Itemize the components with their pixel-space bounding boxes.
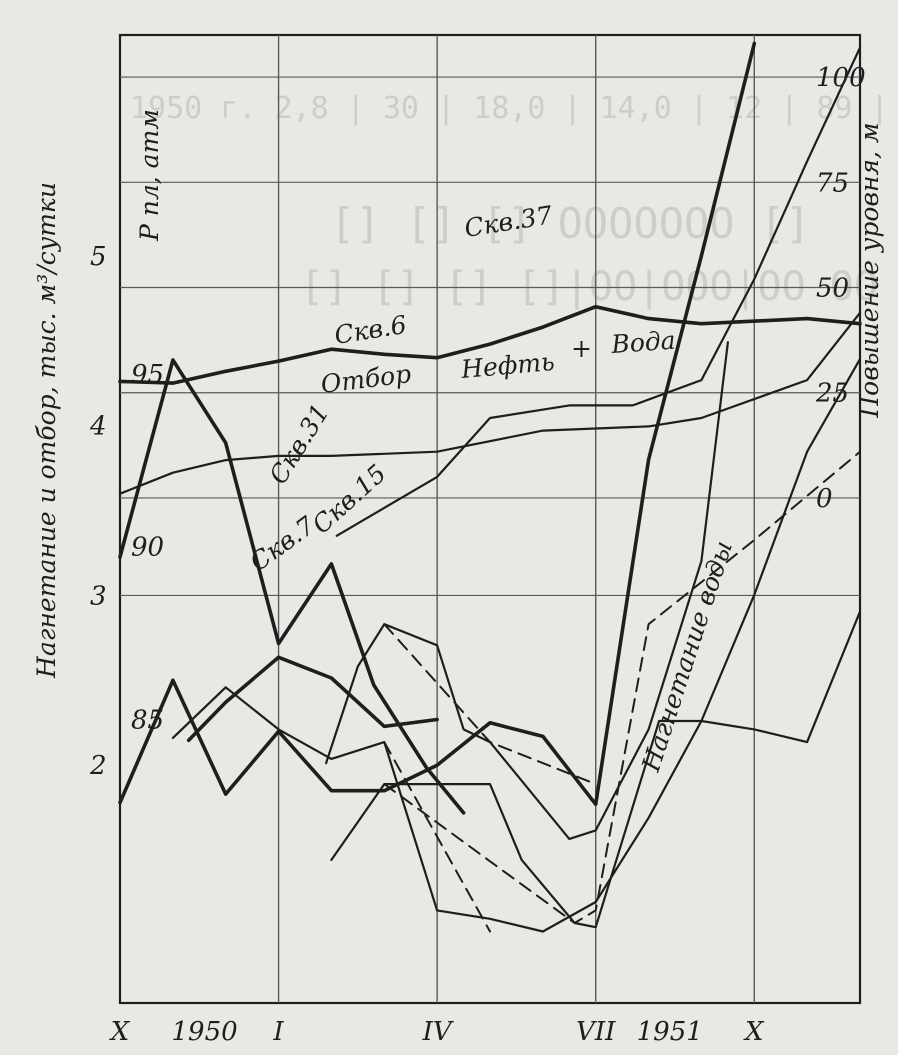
series-label: + — [571, 334, 592, 363]
right-axis-title: Повышение уровня, м — [855, 122, 884, 418]
series-line — [383, 450, 861, 924]
pressure-axis-title: P пл, атм — [135, 109, 164, 242]
grid — [118, 33, 862, 1005]
pressure-tick-label: 95 — [131, 360, 164, 390]
axis-titles: Нагнетание и отбор, тыс. м³/сутки P пл, а… — [32, 109, 884, 679]
series-line — [118, 41, 757, 807]
right-tick-label: 50 — [816, 274, 849, 304]
tick-labels: 2 3 4 5 85 90 95 0 25 50 75 100 X I IV VII X 1950 1951 — [89, 63, 866, 1047]
series-label: Вода — [609, 326, 676, 359]
series-line — [325, 341, 729, 840]
series-label: Скв.6 — [332, 310, 408, 350]
x-month-label: IV — [422, 1017, 454, 1047]
series-line — [383, 623, 597, 786]
right-tick-label: 100 — [816, 63, 866, 93]
x-year-label: 1950 — [171, 1017, 237, 1047]
series-line — [186, 655, 439, 743]
bleed-text-line: [] [] [] OOOOOOO [] — [330, 199, 810, 248]
bleed-text-line: 1950 г. 2,8 | 30 | 18,0 | 14,0 | 12 | 89… — [130, 91, 898, 126]
series-line — [335, 46, 862, 537]
series-line — [171, 358, 862, 933]
right-tick-label: 25 — [815, 379, 849, 409]
x-month-label: X — [109, 1017, 131, 1047]
x-month-label: X — [743, 1017, 765, 1047]
left-tick-label: 3 — [90, 581, 107, 611]
x-month-label: VII — [576, 1017, 616, 1047]
series-label: Нефть — [459, 347, 556, 384]
series-line — [118, 304, 862, 385]
pressure-tick-label: 85 — [131, 706, 164, 736]
bleed-through-text: 1950 г. 2,8 | 30 | 18,0 | 14,0 | 12 | 89… — [130, 91, 898, 310]
right-tick-label: 75 — [816, 168, 849, 198]
left-tick-label: 2 — [89, 751, 107, 781]
x-year-label: 1951 — [637, 1017, 703, 1047]
series-line — [118, 358, 466, 815]
series-label: Скв.7 — [244, 511, 320, 577]
series-label: Скв.31 — [263, 399, 334, 489]
series-line — [118, 311, 862, 495]
series-line — [383, 741, 491, 933]
series-label: Нагнетание воды — [636, 537, 738, 775]
pressure-tick-label: 90 — [131, 533, 164, 563]
left-tick-label: 5 — [90, 242, 107, 272]
plot-frame — [118, 33, 862, 1005]
left-tick-label: 4 — [89, 412, 107, 442]
series-group — [118, 41, 862, 933]
right-tick-label: 0 — [816, 484, 833, 514]
series-line — [330, 610, 862, 929]
left-axis-title: Нагнетание и отбор, тыс. м³/сутки — [32, 182, 61, 679]
x-month-label: I — [272, 1017, 284, 1047]
